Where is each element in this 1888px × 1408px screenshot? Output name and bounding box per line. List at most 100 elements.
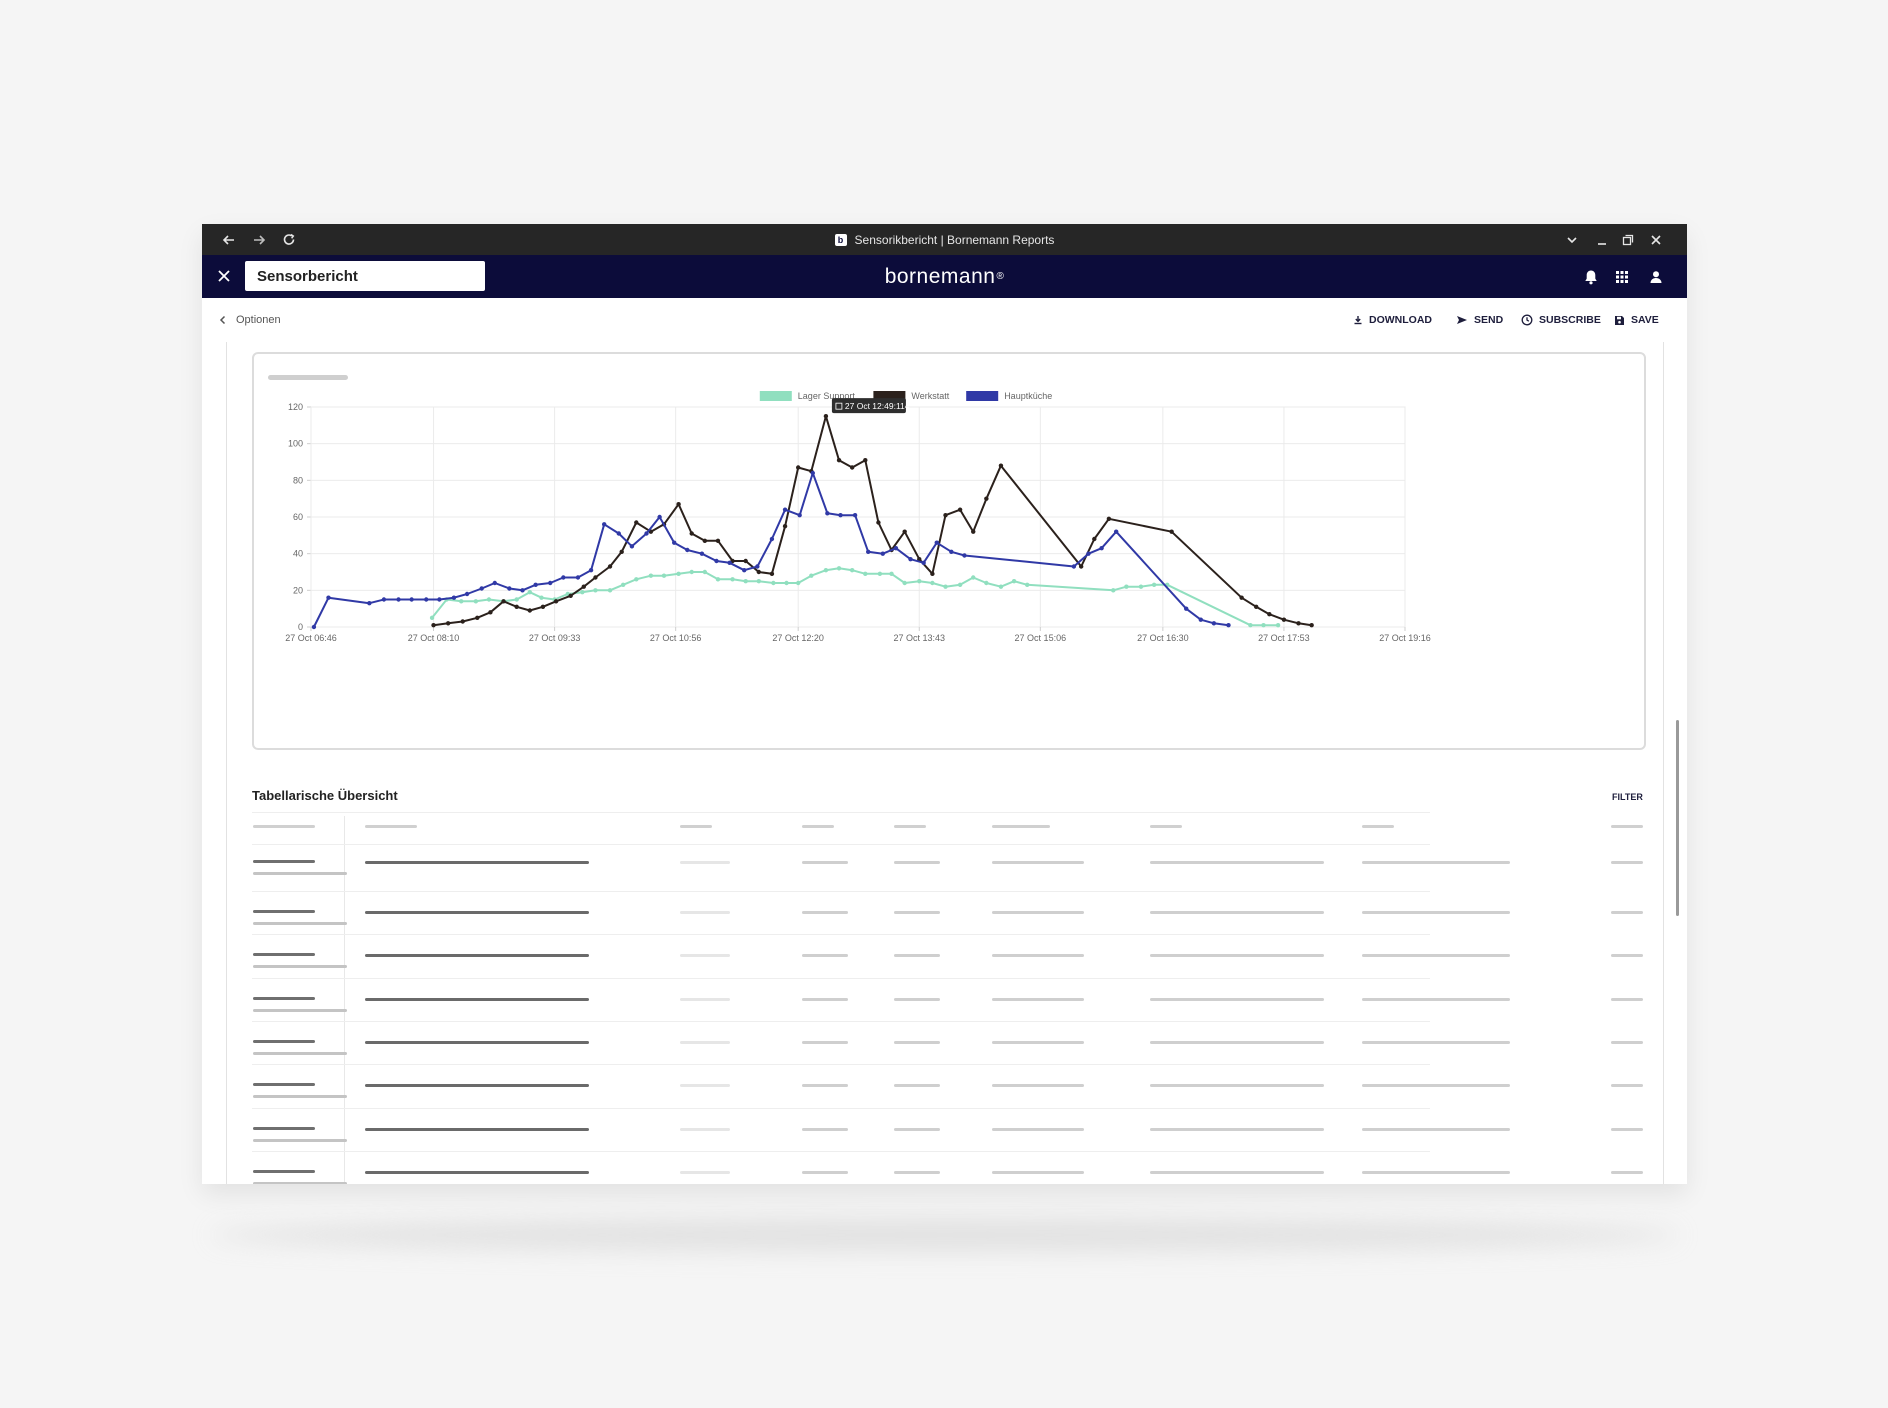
table-cell: [802, 1127, 848, 1131]
reload-button[interactable]: [277, 224, 301, 255]
options-link[interactable]: Optionen: [218, 310, 281, 330]
download-button[interactable]: DOWNLOAD: [1353, 310, 1432, 330]
table-cell: [1150, 911, 1324, 914]
data-point: [849, 567, 855, 573]
data-point: [593, 588, 598, 593]
table-cell: [365, 954, 589, 958]
table-cell: [253, 1083, 315, 1087]
table-cell: [992, 1170, 1084, 1174]
arrow-right-icon: [254, 234, 266, 245]
scrollbar[interactable]: [1676, 720, 1679, 916]
data-point: [755, 564, 760, 569]
table-cell: [1611, 1040, 1643, 1044]
browser-window: b Sensorikbericht | Bornemann Reports bo…: [202, 224, 1687, 1184]
grid-icon: [1616, 271, 1628, 283]
data-point: [877, 571, 883, 577]
data-point: [1254, 604, 1259, 610]
notifications-button[interactable]: [1580, 266, 1602, 288]
table-cell: [1611, 1084, 1643, 1088]
x-tick-label: 27 Oct 19:16: [1379, 633, 1431, 643]
data-point: [756, 578, 762, 584]
brand-registered-mark: ®: [996, 271, 1005, 282]
data-point: [889, 571, 894, 577]
data-point: [533, 582, 538, 588]
column-header: [1150, 825, 1182, 828]
tooltip-swatch: [835, 402, 843, 410]
minimize-button[interactable]: [1590, 224, 1614, 255]
table-cell: [802, 997, 848, 1001]
data-point: [1239, 595, 1244, 600]
data-point: [520, 588, 525, 593]
data-point: [437, 597, 442, 602]
data-point: [782, 507, 788, 512]
table-cell: [253, 1051, 347, 1055]
data-point: [464, 591, 470, 597]
data-point: [568, 593, 573, 599]
data-point: [620, 582, 626, 588]
table-cell: [1611, 861, 1643, 864]
data-point: [607, 564, 613, 569]
table-cell: [680, 1084, 730, 1088]
account-button[interactable]: [1645, 266, 1667, 288]
data-point: [998, 463, 1004, 468]
table-cell: [253, 1138, 347, 1142]
data-point: [326, 595, 331, 600]
data-point: [742, 567, 747, 573]
table-cell: [1611, 1127, 1643, 1131]
data-point: [715, 538, 721, 544]
data-point: [527, 608, 532, 613]
report-name-input[interactable]: [245, 261, 485, 291]
data-point: [743, 558, 748, 564]
table-cell: [1611, 1170, 1643, 1174]
data-point: [876, 520, 881, 525]
table-cell: [1362, 997, 1510, 1001]
table-cell: [253, 996, 315, 1000]
data-point: [836, 566, 842, 571]
table-cell: [802, 861, 848, 864]
tab[interactable]: b Sensorikbericht | Bornemann Reports: [202, 224, 1687, 255]
reload-icon: [283, 233, 295, 245]
data-point: [795, 580, 801, 586]
forward-button[interactable]: [247, 224, 271, 255]
subscribe-button[interactable]: SUBSCRIBE: [1521, 310, 1601, 330]
close-report-button[interactable]: [213, 265, 235, 287]
data-point: [825, 511, 830, 516]
data-point: [1275, 622, 1281, 628]
table-cell: [365, 1127, 589, 1131]
table-cell: [1150, 997, 1324, 1001]
send-button[interactable]: SEND: [1456, 310, 1503, 330]
table-cell: [365, 1170, 589, 1174]
data-point: [581, 584, 586, 589]
legend-label: Lager Support: [798, 391, 856, 401]
data-point: [514, 604, 519, 610]
save-label: SAVE: [1631, 314, 1659, 326]
filter-button[interactable]: FILTER: [1612, 792, 1643, 802]
table-cell: [894, 997, 940, 1001]
table-cell: [802, 1040, 848, 1044]
row-divider: [252, 1107, 1430, 1109]
apps-button[interactable]: [1611, 266, 1633, 288]
table-cell: [365, 997, 589, 1001]
y-tick-label: 120: [288, 402, 303, 412]
table-cell: [802, 1084, 848, 1088]
data-point: [539, 595, 544, 600]
save-button[interactable]: SAVE: [1614, 310, 1659, 330]
arrow-left-icon: [222, 234, 234, 245]
close-window-button[interactable]: [1644, 224, 1668, 255]
table-cell: [365, 861, 589, 864]
restore-button[interactable]: [1616, 224, 1640, 255]
back-button[interactable]: [217, 224, 241, 255]
column-header: [1611, 825, 1643, 828]
row-divider: [252, 891, 1430, 892]
data-point: [943, 584, 948, 589]
series-line: [431, 567, 1279, 627]
data-point: [1261, 622, 1266, 628]
tab-list-button[interactable]: [1560, 224, 1584, 255]
data-point: [648, 573, 654, 578]
data-point: [880, 551, 885, 556]
data-point: [727, 560, 732, 566]
data-point: [771, 580, 776, 586]
data-point: [852, 512, 858, 518]
x-tick-label: 27 Oct 08:10: [408, 633, 460, 643]
table-cell: [365, 911, 589, 914]
